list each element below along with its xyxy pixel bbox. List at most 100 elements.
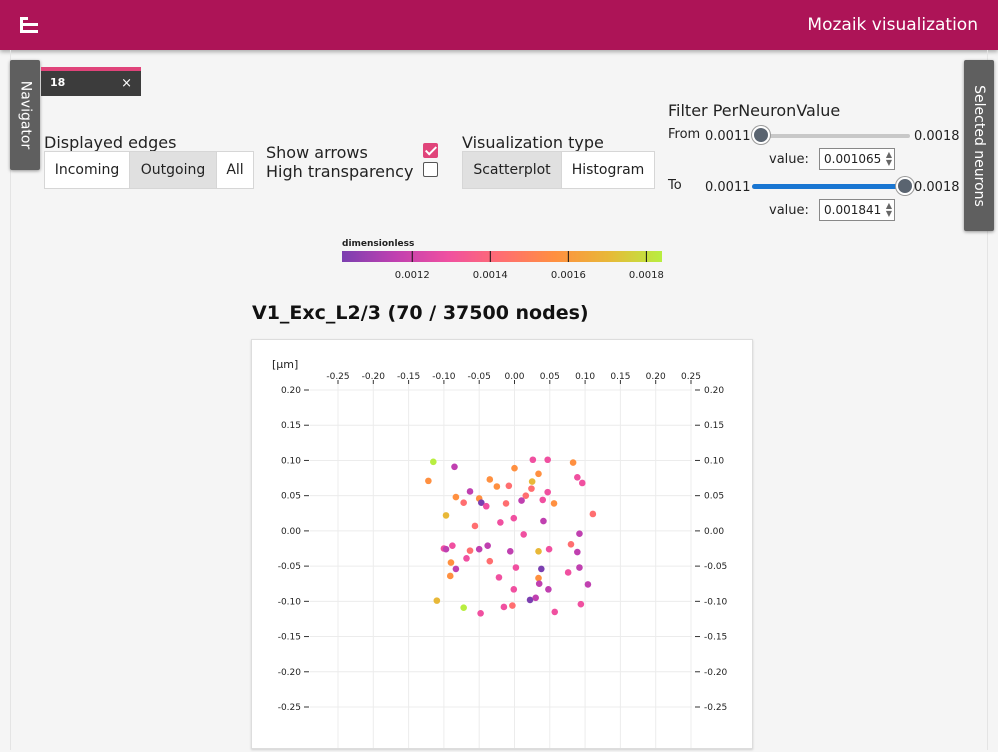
scatter-point[interactable] — [545, 586, 552, 593]
scatter-point[interactable] — [505, 482, 513, 490]
scatter-point[interactable] — [589, 510, 597, 518]
scatter-point[interactable] — [466, 547, 474, 554]
scatter-point[interactable] — [425, 477, 432, 485]
y-tick-label-left: -0.20 — [278, 668, 302, 678]
scatter-point[interactable] — [486, 476, 494, 483]
dock-tab[interactable]: 18 × — [41, 67, 141, 96]
spinner-icon[interactable]: ▲ ▼ — [885, 201, 892, 218]
show-arrows-checkbox[interactable] — [423, 143, 438, 158]
y-tick-label-right: -0.20 — [704, 668, 728, 678]
scatterplot-button[interactable]: Scatterplot — [463, 152, 562, 188]
scatter-point[interactable] — [511, 464, 518, 472]
y-tick-label-right: 0.00 — [704, 527, 724, 537]
scatter-point[interactable] — [512, 564, 520, 571]
scatter-point[interactable] — [551, 608, 559, 616]
scatter-point[interactable] — [584, 581, 592, 588]
scatter-point[interactable] — [545, 545, 553, 553]
scatter-point[interactable] — [460, 499, 467, 507]
filter-from-value-input[interactable]: 0.001065 ▲ ▼ — [819, 148, 895, 170]
scatter-point[interactable] — [452, 565, 460, 573]
scatter-point[interactable] — [509, 602, 516, 609]
filter-to-value-text: 0.001841 — [824, 203, 882, 217]
scatter-point[interactable] — [447, 559, 455, 566]
close-icon[interactable]: × — [121, 76, 132, 91]
filter-from-slider-thumb[interactable] — [752, 126, 770, 144]
scatter-point[interactable] — [510, 586, 518, 593]
scatter-point[interactable] — [433, 597, 441, 604]
scatter-point[interactable] — [539, 496, 547, 504]
scatter-point[interactable] — [452, 493, 460, 501]
scatter-point[interactable] — [463, 555, 470, 562]
scatter-point[interactable] — [520, 531, 527, 538]
edges-outgoing-button[interactable]: Outgoing — [130, 152, 217, 188]
scatter-point[interactable] — [460, 604, 467, 611]
selected-neurons-tab[interactable]: Selected neurons — [964, 60, 994, 231]
scatter-point[interactable] — [535, 580, 543, 588]
scatter-point[interactable] — [577, 600, 585, 608]
scatter-point[interactable] — [442, 512, 450, 519]
scatter-point[interactable] — [471, 522, 479, 530]
scatter-point[interactable] — [475, 545, 483, 553]
filter-from-slider-track[interactable] — [752, 134, 910, 138]
scatter-point[interactable] — [484, 542, 491, 549]
scatter-point[interactable] — [544, 456, 551, 464]
scatter-point[interactable] — [544, 488, 551, 496]
y-tick-label-left: -0.15 — [278, 633, 301, 643]
scatter-point[interactable] — [451, 463, 458, 471]
scatter-point[interactable] — [506, 548, 514, 555]
scatter-point[interactable] — [540, 517, 547, 525]
scatter-point[interactable] — [535, 574, 542, 582]
navigator-tab[interactable]: Navigator — [10, 60, 40, 170]
show-arrows-label: Show arrows — [266, 143, 368, 162]
scatter-point[interactable] — [528, 478, 536, 485]
histogram-button[interactable]: Histogram — [571, 162, 645, 178]
visualization-type-group: Scatterplot Histogram — [462, 151, 655, 189]
scatter-point[interactable] — [574, 548, 581, 556]
y-tick-label-left: 0.20 — [281, 386, 301, 396]
scatter-point[interactable] — [535, 548, 542, 555]
scatter-point[interactable] — [564, 569, 572, 576]
scatter-point[interactable] — [578, 479, 586, 487]
scatter-point[interactable] — [478, 499, 485, 507]
scatter-point[interactable] — [493, 483, 501, 490]
spinner-icon[interactable]: ▲ ▼ — [885, 150, 892, 167]
scatter-point[interactable] — [550, 500, 558, 507]
scatter-point[interactable] — [466, 488, 474, 495]
y-tick-label-right: 0.10 — [704, 456, 724, 466]
scatter-point[interactable] — [518, 497, 525, 504]
x-tick-label: 0.25 — [681, 372, 701, 382]
scatter-point[interactable] — [532, 594, 539, 602]
edges-all-button[interactable]: All — [226, 162, 244, 178]
scatter-point[interactable] — [526, 596, 534, 604]
scatter-point[interactable] — [497, 519, 504, 526]
filter-to-slider-thumb[interactable] — [896, 177, 914, 195]
edges-incoming-button[interactable]: Incoming — [45, 152, 130, 188]
scatter-point[interactable] — [482, 502, 490, 510]
scatter-point[interactable] — [576, 564, 583, 571]
scatter-point[interactable] — [538, 565, 545, 573]
scatter-point[interactable] — [495, 574, 503, 581]
x-tick-label: -0.25 — [326, 372, 349, 382]
scatter-point[interactable] — [502, 500, 510, 507]
tree-icon[interactable] — [20, 17, 38, 33]
high-transparency-checkbox[interactable] — [423, 162, 438, 177]
scatter-point[interactable] — [477, 610, 484, 617]
scatter-point[interactable] — [528, 485, 535, 492]
scatter-point[interactable] — [576, 530, 583, 538]
scatter-point[interactable] — [500, 603, 508, 611]
scatter-point[interactable] — [486, 557, 494, 565]
scatter-point[interactable] — [430, 458, 437, 466]
scatter-point[interactable] — [567, 540, 575, 548]
scatter-point[interactable] — [529, 456, 537, 464]
content-area — [10, 50, 988, 750]
colorbar-tick-label: 0.0012 — [395, 270, 430, 281]
scatter-point[interactable] — [522, 492, 530, 499]
scatter-point[interactable] — [535, 470, 542, 478]
scatter-point[interactable] — [510, 514, 518, 522]
scatter-point[interactable] — [574, 474, 581, 481]
scatter-point[interactable] — [449, 542, 456, 549]
scatter-point[interactable] — [569, 459, 577, 466]
scatter-point[interactable] — [442, 545, 450, 553]
filter-to-value-input[interactable]: 0.001841 ▲ ▼ — [819, 199, 895, 221]
scatter-point[interactable] — [446, 572, 454, 580]
